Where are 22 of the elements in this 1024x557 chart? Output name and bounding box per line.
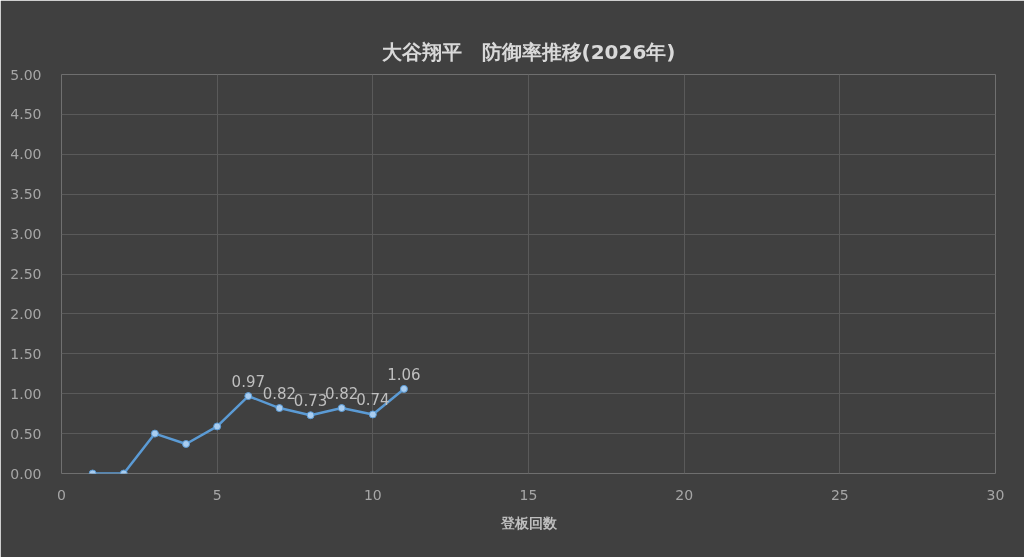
x-tick-label: 30 — [986, 486, 1005, 503]
y-tick-label: 4.50 — [10, 106, 42, 123]
y-tick-label: 0.50 — [10, 425, 42, 442]
data-label: 1.06 — [387, 365, 421, 384]
y-tick-label: 5.00 — [10, 66, 42, 83]
y-tick-label: 3.00 — [10, 226, 42, 243]
y-tick-label: 1.50 — [10, 345, 42, 362]
x-tick-label: 20 — [675, 486, 694, 503]
x-tick-label: 0 — [57, 486, 66, 503]
y-tick-label: 0.00 — [10, 465, 42, 482]
x-axis-title: 登板回数 — [499, 514, 558, 531]
y-tick-label: 1.00 — [10, 385, 42, 402]
y-tick-label: 2.00 — [10, 305, 42, 322]
y-tick-label: 3.50 — [10, 186, 42, 203]
data-label: 0.74 — [356, 391, 390, 410]
y-tick-label: 4.00 — [10, 146, 42, 163]
x-tick-label: 15 — [519, 486, 538, 503]
chart-title: 大谷翔平 防御率推移(2026年) — [381, 39, 676, 64]
x-tick-label: 5 — [212, 486, 222, 503]
x-tick-label: 10 — [363, 486, 382, 503]
y-tick-label: 2.50 — [10, 266, 42, 282]
x-tick-label: 25 — [830, 486, 849, 503]
